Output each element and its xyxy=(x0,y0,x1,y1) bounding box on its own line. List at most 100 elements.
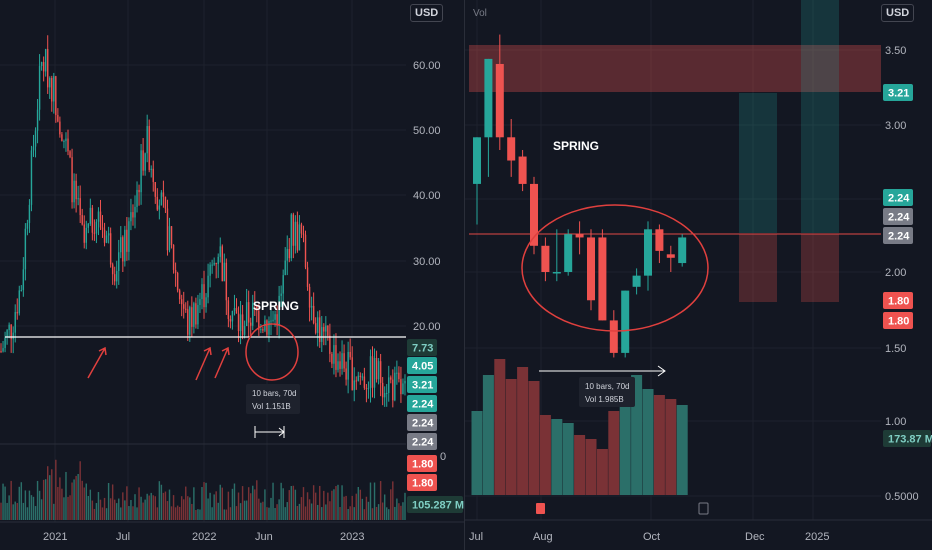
right-chart-canvas[interactable]: 3.503.002.502.001.501.000.5000JulAugOctD… xyxy=(465,0,932,550)
left-candle-body xyxy=(209,264,211,276)
left-candle-body xyxy=(187,309,189,335)
right-price-badge: 2.24 xyxy=(888,231,910,243)
left-volume-bar xyxy=(111,484,114,520)
left-candle-body xyxy=(219,246,221,257)
left-volume-bar xyxy=(185,486,187,520)
right-volume-bar xyxy=(631,375,643,495)
left-candle-body xyxy=(400,379,402,395)
left-candle-body xyxy=(249,322,252,326)
left-spring-label: SPRING xyxy=(253,299,299,313)
left-volume-bar xyxy=(398,503,400,520)
left-candle-body xyxy=(118,252,120,271)
right-volume-bar xyxy=(653,395,665,495)
left-candle-body xyxy=(394,372,396,401)
left-candle-body xyxy=(390,377,392,380)
left-candle-body xyxy=(126,229,128,252)
right-price-badge-bg xyxy=(883,208,913,225)
left-volume-bar xyxy=(61,488,63,520)
left-volume-bar xyxy=(122,492,124,520)
right-candle-body xyxy=(587,237,595,301)
right-y-tick-label: 3.50 xyxy=(885,45,906,57)
right-volume-bar xyxy=(642,389,654,495)
right-candle-body xyxy=(644,229,652,276)
left-volume-bar xyxy=(75,475,77,520)
left-volume-bar xyxy=(323,490,325,520)
left-volume-bar xyxy=(388,509,390,520)
left-volume-bar xyxy=(93,508,96,520)
left-volume-bar xyxy=(85,483,87,520)
left-price-badge-bg xyxy=(407,414,437,431)
left-candle-body xyxy=(213,262,215,265)
left-volume-bar xyxy=(343,496,345,520)
left-candle-body xyxy=(256,305,258,311)
left-chart-pane[interactable]: 60.00 50.00 40.00 30.00 20.00 2021 Jul 2022 Jun 2… xyxy=(0,0,464,550)
left-volume-bar xyxy=(16,503,18,520)
left-candle-body xyxy=(221,246,223,282)
left-candle-body xyxy=(199,299,201,306)
left-candle-body xyxy=(201,284,203,300)
left-volume-bar xyxy=(118,498,120,520)
left-volume-bar xyxy=(160,484,163,520)
right-price-badge: 1.80 xyxy=(888,296,909,308)
left-volume-bar xyxy=(136,507,138,520)
left-volume-bar xyxy=(353,507,355,520)
left-candle-body xyxy=(239,314,242,332)
left-candle-body xyxy=(116,270,118,282)
right-currency-label[interactable]: USD xyxy=(881,4,915,22)
left-volume-bar xyxy=(377,504,380,520)
left-volume-bar xyxy=(296,505,299,520)
right-candle-body xyxy=(655,229,664,251)
left-volume-bar xyxy=(32,496,35,520)
left-volume-bar xyxy=(65,471,67,520)
left-volume-bar xyxy=(266,507,268,520)
left-volume-bar xyxy=(264,489,266,520)
right-volume-bar xyxy=(517,367,529,495)
left-volume-bar xyxy=(217,502,219,520)
right-price-badge-bg xyxy=(883,312,913,329)
left-volume-bar xyxy=(73,479,75,520)
left-volume-bar xyxy=(319,485,321,520)
left-candle-body xyxy=(55,76,57,116)
left-candle-body xyxy=(10,324,12,340)
left-candle-body xyxy=(280,293,282,296)
left-volume-bar xyxy=(211,507,213,520)
left-candle-body xyxy=(316,317,319,333)
left-volume-bar xyxy=(126,486,128,520)
left-volume-bar xyxy=(57,486,59,520)
left-candle-body xyxy=(40,62,43,67)
left-volume-bar xyxy=(95,503,98,520)
left-candle-body xyxy=(44,48,47,72)
left-volume-bar xyxy=(2,483,4,520)
left-candle-body xyxy=(77,198,79,200)
left-volume-bar xyxy=(105,508,108,520)
left-candle-body xyxy=(381,382,384,398)
left-candle-body xyxy=(95,221,98,234)
right-candle-body xyxy=(575,234,584,238)
left-candle-body xyxy=(323,327,325,332)
left-volume-bar xyxy=(30,495,33,520)
left-candle-body xyxy=(333,345,335,364)
left-currency-label[interactable]: USD xyxy=(410,4,444,22)
right-volume-bar xyxy=(539,415,551,495)
right-volume-bar xyxy=(585,439,597,495)
right-measure-vol: Vol 1.985B xyxy=(585,395,624,404)
left-volume-bar xyxy=(49,475,51,520)
left-volume-bar xyxy=(298,503,301,520)
right-target-zone-2 xyxy=(801,0,839,233)
left-chart-canvas[interactable]: 60.00 50.00 40.00 30.00 20.00 2021 Jul 2022 Jun 2… xyxy=(0,0,464,550)
left-volume-bar xyxy=(172,495,175,520)
right-volume-bar xyxy=(608,411,620,495)
left-volume-bar xyxy=(180,496,183,520)
right-volume-badge-bg xyxy=(883,430,931,447)
left-volume-bar xyxy=(207,498,209,520)
left-candle-body xyxy=(321,327,323,342)
left-candle-body xyxy=(85,227,87,243)
left-volume-bar xyxy=(197,509,199,520)
left-candle-body xyxy=(14,312,16,333)
left-candle-body xyxy=(91,207,94,233)
left-volume-bar xyxy=(4,486,6,520)
right-chart-pane[interactable]: 3.503.002.502.001.501.000.5000JulAugOctD… xyxy=(464,0,932,550)
left-candle-body xyxy=(312,305,315,324)
left-volume-bar xyxy=(349,506,351,520)
right-volume-bar xyxy=(665,399,677,495)
